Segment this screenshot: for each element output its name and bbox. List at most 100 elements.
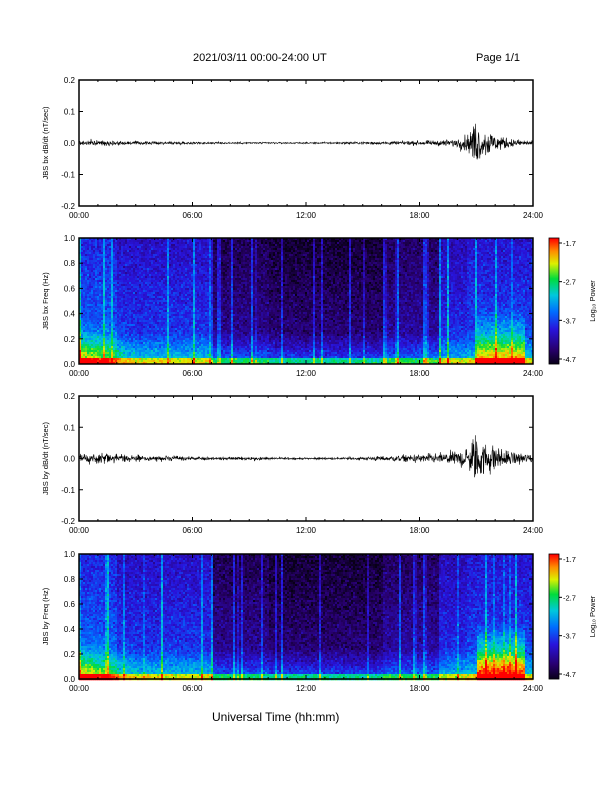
heatmap-cell bbox=[125, 318, 128, 321]
heatmap-cell bbox=[145, 356, 148, 359]
heatmap-cell bbox=[197, 286, 200, 289]
heatmap-cell bbox=[139, 240, 142, 243]
heatmap-cell bbox=[187, 274, 190, 277]
heatmap-cell bbox=[189, 330, 192, 333]
heatmap-cell bbox=[161, 242, 164, 245]
heatmap-cell bbox=[169, 296, 172, 299]
heatmap-cell bbox=[205, 308, 208, 311]
heatmap-cell bbox=[187, 244, 190, 247]
heatmap-cell bbox=[119, 324, 122, 327]
heatmap-cell bbox=[113, 276, 116, 279]
heatmap-cell bbox=[203, 258, 206, 261]
heatmap-cell bbox=[81, 238, 84, 241]
heatmap-cell bbox=[211, 240, 214, 243]
heatmap-cell bbox=[231, 272, 234, 275]
heatmap-cell bbox=[211, 356, 214, 359]
heatmap-cell bbox=[143, 342, 146, 345]
heatmap-cell bbox=[147, 278, 150, 281]
heatmap-cell bbox=[95, 358, 98, 361]
heatmap-cell bbox=[205, 310, 208, 313]
heatmap-cell bbox=[189, 336, 192, 339]
heatmap-cell bbox=[107, 274, 110, 277]
heatmap-cell bbox=[233, 330, 236, 333]
heatmap-cell bbox=[111, 324, 114, 327]
heatmap-cell bbox=[133, 312, 136, 315]
heatmap-cell bbox=[105, 246, 108, 249]
heatmap-cell bbox=[153, 354, 156, 357]
heatmap-cell bbox=[155, 298, 158, 301]
heatmap-cell bbox=[217, 238, 220, 241]
heatmap-cell bbox=[129, 272, 132, 275]
heatmap-cell bbox=[193, 334, 196, 337]
heatmap-cell bbox=[197, 324, 200, 327]
heatmap-cell bbox=[167, 324, 170, 327]
heatmap-cell bbox=[129, 246, 132, 249]
heatmap-cell bbox=[201, 344, 204, 347]
heatmap-cell bbox=[229, 326, 232, 329]
heatmap-cell bbox=[99, 318, 102, 321]
heatmap-cell bbox=[165, 270, 168, 273]
heatmap-cell bbox=[147, 346, 150, 349]
heatmap-cell bbox=[227, 362, 230, 365]
heatmap-cell bbox=[153, 240, 156, 243]
heatmap-cell bbox=[143, 306, 146, 309]
heatmap-cell bbox=[85, 346, 88, 349]
heatmap-cell bbox=[175, 276, 178, 279]
heatmap-cell bbox=[95, 260, 98, 263]
heatmap-cell bbox=[149, 332, 152, 335]
heatmap-cell bbox=[161, 306, 164, 309]
heatmap-cell bbox=[105, 248, 108, 251]
heatmap-cell bbox=[199, 284, 202, 287]
heatmap-cell bbox=[103, 290, 106, 293]
heatmap-cell bbox=[121, 248, 124, 251]
heatmap-cell bbox=[207, 312, 210, 315]
heatmap-cell bbox=[89, 310, 92, 313]
heatmap-cell bbox=[217, 356, 220, 359]
heatmap-cell bbox=[191, 294, 194, 297]
heatmap-cell bbox=[193, 292, 196, 295]
heatmap-cell bbox=[125, 272, 128, 275]
heatmap-cell bbox=[79, 248, 82, 251]
heatmap-cell bbox=[209, 258, 212, 261]
heatmap-cell bbox=[147, 358, 150, 361]
heatmap-cell bbox=[213, 362, 216, 365]
heatmap-cell bbox=[85, 280, 88, 283]
heatmap-cell bbox=[89, 352, 92, 355]
heatmap-cell bbox=[89, 330, 92, 333]
heatmap-cell bbox=[235, 328, 238, 331]
heatmap-cell bbox=[187, 308, 190, 311]
heatmap-cell bbox=[231, 264, 234, 267]
heatmap-cell bbox=[225, 334, 228, 337]
heatmap-cell bbox=[209, 298, 212, 301]
heatmap-cell bbox=[115, 284, 118, 287]
heatmap-cell bbox=[167, 338, 170, 341]
heatmap-cell bbox=[141, 326, 144, 329]
heatmap-cell bbox=[133, 324, 136, 327]
heatmap-cell bbox=[215, 252, 218, 255]
heatmap-cell bbox=[79, 316, 82, 319]
heatmap-cell bbox=[217, 288, 220, 291]
heatmap-cell bbox=[207, 310, 210, 313]
heatmap-cell bbox=[135, 270, 138, 273]
heatmap-cell bbox=[157, 268, 160, 271]
heatmap-cell bbox=[187, 358, 190, 361]
heatmap-cell bbox=[119, 354, 122, 357]
heatmap-cell bbox=[115, 256, 118, 259]
heatmap-cell bbox=[225, 344, 228, 347]
heatmap-cell bbox=[205, 238, 208, 241]
heatmap-cell bbox=[227, 312, 230, 315]
heatmap-cell bbox=[183, 290, 186, 293]
heatmap-cell bbox=[129, 350, 132, 353]
heatmap-cell bbox=[167, 314, 170, 317]
heatmap-cell bbox=[217, 340, 220, 343]
heatmap-cell bbox=[143, 252, 146, 255]
heatmap-cell bbox=[83, 360, 86, 363]
heatmap-cell bbox=[235, 268, 238, 271]
heatmap-cell bbox=[233, 294, 236, 297]
heatmap-cell bbox=[83, 336, 86, 339]
heatmap-cell bbox=[151, 324, 154, 327]
heatmap-cell bbox=[125, 288, 128, 291]
heatmap-cell bbox=[233, 260, 236, 263]
heatmap-cell bbox=[145, 310, 148, 313]
heatmap-cell bbox=[197, 246, 200, 249]
